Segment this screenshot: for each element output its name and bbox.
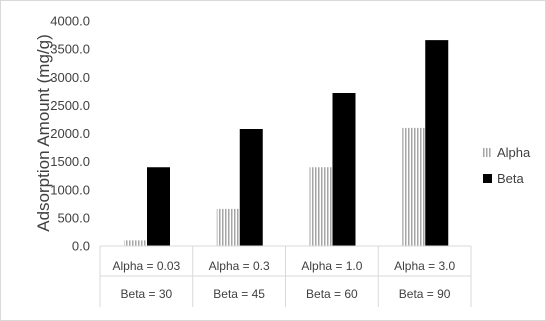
y-tick-label: 3500.0 [50, 42, 90, 57]
category-label-alpha: Alpha = 0.03 [113, 259, 181, 273]
category-label-alpha: Alpha = 3.0 [394, 259, 455, 273]
y-tick-label: 500.0 [57, 210, 90, 225]
category-label-beta: Beta = 30 [121, 287, 173, 301]
category-labels: Alpha = 0.03 Beta = 30 Alpha = 0.3 Beta = 4… [113, 259, 456, 301]
bar-alpha [309, 167, 333, 246]
y-tick-label: 3000.0 [50, 70, 90, 85]
bar-beta [147, 167, 170, 246]
category-label-alpha: Alpha = 1.0 [301, 259, 362, 273]
bar-beta [425, 40, 449, 246]
y-tick-label: 4000.0 [50, 14, 90, 29]
category-label-beta: Beta = 45 [213, 287, 265, 301]
category-label-beta: Beta = 90 [399, 287, 451, 301]
y-tick-label: 1000.0 [50, 182, 90, 197]
y-tick-label: 0.0 [72, 239, 90, 254]
legend-swatch-alpha [483, 148, 492, 157]
legend-swatch-beta [483, 174, 492, 183]
bar-alpha [402, 127, 426, 246]
bar-beta [332, 93, 356, 246]
category-label-alpha: Alpha = 0.3 [209, 259, 270, 273]
y-tick-labels: 0.0 500.0 1000.0 1500.0 2000.0 2500.0 3000.0 35… [50, 14, 90, 254]
legend: Alpha Beta [483, 145, 531, 186]
bar-alpha [216, 208, 240, 246]
y-tick-label: 2000.0 [50, 126, 90, 141]
legend-label-beta: Beta [497, 171, 525, 186]
legend-label-alpha: Alpha [497, 145, 531, 160]
y-tick-label: 2500.0 [50, 98, 90, 113]
y-axis-title: Adsorption Amount (mg/g) [34, 34, 53, 231]
bar-beta [239, 129, 263, 246]
bars [124, 40, 449, 246]
bar-alpha [124, 240, 147, 246]
y-tick-label: 1500.0 [50, 154, 90, 169]
category-table [99, 246, 472, 307]
category-label-beta: Beta = 60 [306, 287, 358, 301]
